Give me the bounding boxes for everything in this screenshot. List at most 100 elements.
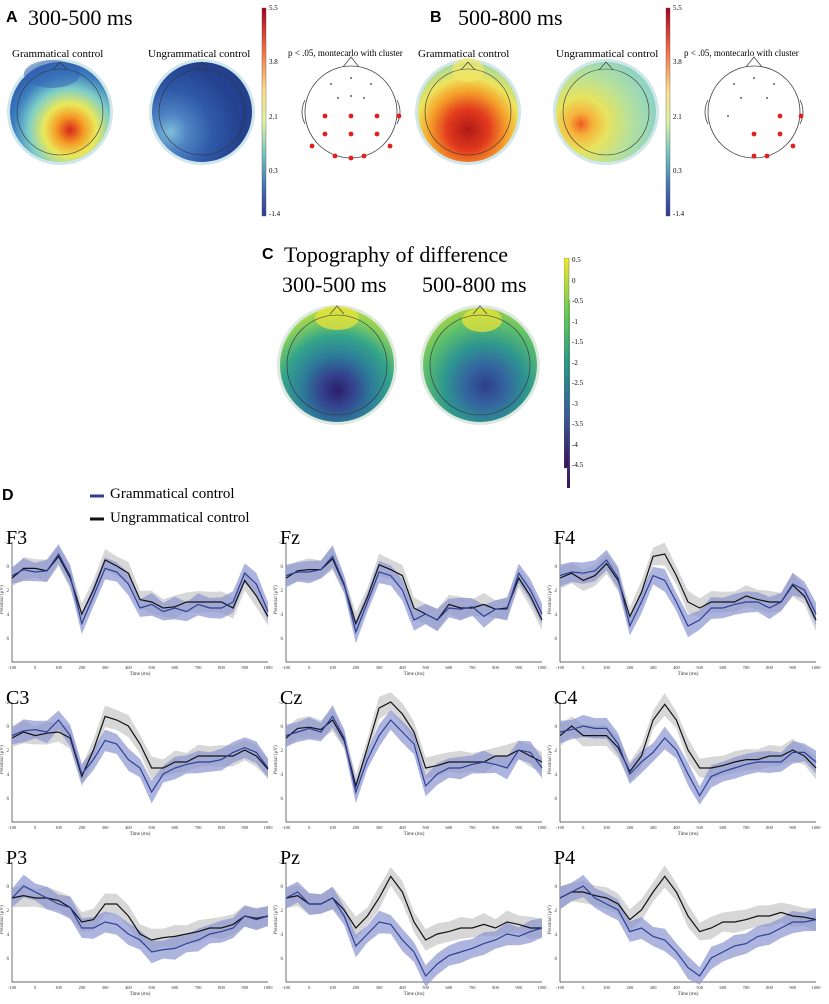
y-tick-label: -2 <box>5 861 10 866</box>
x-tick-label: 1000 <box>264 825 274 830</box>
topomap-a-grammatical <box>7 59 113 165</box>
ci-band-ungrammatical <box>286 867 542 951</box>
series-line-grammatical <box>11 885 269 953</box>
x-tick-label: 300 <box>102 985 110 990</box>
erp-panel-f4: F4-2 0 2 4 6 Potential (μV) -100 0 100 200 300 400 5… <box>548 527 821 677</box>
y-tick-label: 0 <box>7 565 10 570</box>
y-tick-label: 0 <box>555 885 558 890</box>
x-tick-label: 400 <box>673 825 681 830</box>
topomaps-ab <box>7 7 804 217</box>
x-axis-label: Time (ms) <box>404 832 425 837</box>
x-tick-label: 100 <box>603 985 611 990</box>
x-axis-label: Time (ms) <box>404 672 425 677</box>
y-tick-label: -2 <box>5 541 10 546</box>
x-tick-label: 0 <box>34 825 37 830</box>
legend-swatches <box>90 494 104 521</box>
x-tick-label: 700 <box>743 985 751 990</box>
cbar-b-tick: 3.8 <box>673 58 682 66</box>
series-line-ungrammatical <box>11 715 269 779</box>
panel-a-stat-label: p < .05, montecarlo with cluster <box>288 48 403 58</box>
x-axis-label: Time (ms) <box>678 992 699 997</box>
y-tick-label: 4 <box>281 773 284 778</box>
x-tick-label: 700 <box>195 985 203 990</box>
y-tick-label: 6 <box>555 957 558 962</box>
x-tick-label: 200 <box>78 665 86 670</box>
x-axis-label: Time (ms) <box>130 992 151 997</box>
x-tick-label: -100 <box>556 985 565 990</box>
x-tick-label: 200 <box>78 825 86 830</box>
x-tick-label: 100 <box>329 825 337 830</box>
series-line-grammatical <box>559 559 817 628</box>
colorbar-c-bar <box>564 258 570 469</box>
series-line-ungrammatical <box>559 875 817 933</box>
x-tick-label: 500 <box>696 665 704 670</box>
x-tick-label: 1000 <box>264 985 274 990</box>
y-axis-label: Potential (μV) <box>548 905 553 934</box>
topomap-a-stats <box>301 56 402 161</box>
topomap-c-300-500 <box>277 305 397 425</box>
x-tick-label: 700 <box>195 665 203 670</box>
x-tick-label: 100 <box>55 985 63 990</box>
x-tick-label: 900 <box>515 985 523 990</box>
panel-b-condition-grammatical: Grammatical control <box>418 48 510 60</box>
x-tick-label: 400 <box>399 825 407 830</box>
x-tick-label: 200 <box>78 985 86 990</box>
y-tick-label: 0 <box>555 725 558 730</box>
x-tick-label: 100 <box>55 825 63 830</box>
electrode-label: Pz <box>280 847 300 869</box>
x-tick-label: 900 <box>789 985 797 990</box>
x-tick-label: 0 <box>34 665 37 670</box>
topomap-b-stats <box>704 56 804 159</box>
x-tick-label: 900 <box>241 985 249 990</box>
electrode-label: C3 <box>6 687 29 709</box>
y-tick-label: 4 <box>555 773 558 778</box>
series-line-grammatical <box>285 715 543 795</box>
x-tick-label: 700 <box>469 985 477 990</box>
panel-d-letter: D <box>2 487 14 504</box>
y-tick-label: 0 <box>281 565 284 570</box>
cbar-ab-tick: -1.4 <box>269 210 281 218</box>
x-tick-label: 200 <box>626 985 634 990</box>
y-axis-label: Potential (μV) <box>274 905 279 934</box>
topomap-c-500-800 <box>420 305 540 425</box>
x-tick-label: 100 <box>329 665 337 670</box>
ci-band-grammatical <box>286 881 542 987</box>
topomaps-c <box>277 300 570 488</box>
y-tick-label: 2 <box>555 749 558 754</box>
x-tick-label: 300 <box>102 825 110 830</box>
x-tick-label: 400 <box>673 665 681 670</box>
x-tick-label: 0 <box>34 985 37 990</box>
x-tick-label: 1000 <box>812 825 822 830</box>
panel-b-title: 500-800 ms <box>458 5 563 30</box>
y-tick-label: 4 <box>555 613 558 618</box>
panel-c-window-2: 500-800 ms <box>422 272 527 297</box>
x-tick-label: 900 <box>515 665 523 670</box>
x-tick-label: 300 <box>650 985 658 990</box>
y-tick-label: -2 <box>5 701 10 706</box>
ci-band-grammatical <box>560 874 816 985</box>
x-tick-label: -100 <box>282 665 291 670</box>
x-tick-label: 400 <box>125 985 133 990</box>
y-tick-label: 2 <box>7 749 10 754</box>
y-tick-label: 2 <box>281 749 284 754</box>
erp-panel-f3: F3-2 0 2 4 6 Potential (μV) -100 0 100 200 300 400 5… <box>0 527 273 677</box>
x-tick-label: 600 <box>446 665 454 670</box>
x-tick-label: 800 <box>492 985 500 990</box>
cbar-c-tick: -1 <box>572 317 578 326</box>
electrode-label: C4 <box>554 687 577 709</box>
cbar-c-tick: -4.5 <box>572 461 584 469</box>
x-tick-label: -100 <box>282 985 291 990</box>
series-line-ungrammatical <box>285 701 543 789</box>
y-tick-label: 2 <box>7 589 10 594</box>
cbar-ab-tick: 0.3 <box>269 167 278 175</box>
x-tick-label: 900 <box>241 825 249 830</box>
x-tick-label: 600 <box>446 825 454 830</box>
x-tick-label: 400 <box>125 825 133 830</box>
y-tick-label: 0 <box>7 885 10 890</box>
y-tick-label: 6 <box>555 797 558 802</box>
electrode-label: P4 <box>554 847 575 869</box>
x-tick-label: 100 <box>603 825 611 830</box>
x-tick-label: 200 <box>352 665 360 670</box>
y-tick-label: 0 <box>281 885 284 890</box>
